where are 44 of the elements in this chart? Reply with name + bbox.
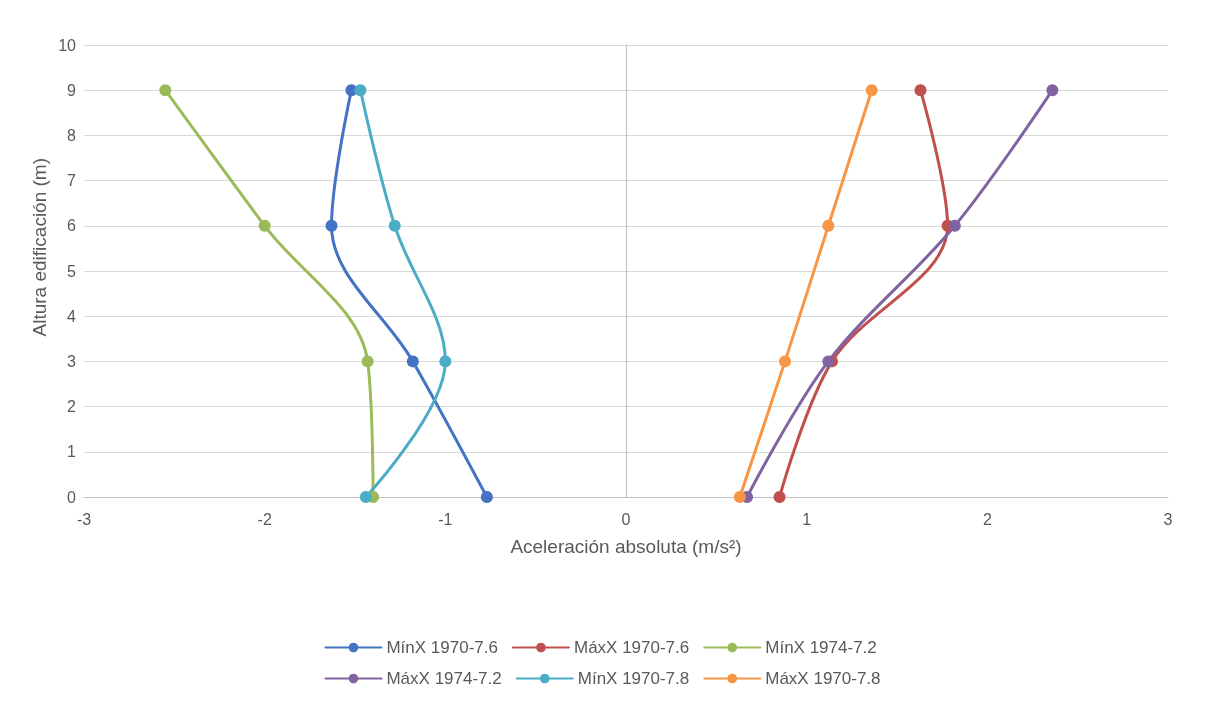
point (480, 491, 493, 503)
point (406, 355, 419, 368)
x-tick-label: -1 (438, 510, 453, 528)
y-tick-label: 6 (67, 217, 77, 235)
x-axis-title: Aceleración absoluta (m/s²) (510, 536, 742, 557)
y-axis-title: Altura edificación (m) (29, 158, 50, 337)
point (159, 84, 172, 97)
y-tick-label: 2 (67, 398, 77, 416)
point (439, 355, 452, 368)
legend-label: MáxX 1970-7.8 (765, 669, 881, 688)
point (773, 491, 786, 503)
point (914, 84, 927, 97)
point (361, 355, 374, 368)
y-tick-label: 0 (67, 488, 77, 506)
point (359, 491, 372, 503)
x-tick-label: 3 (1163, 510, 1173, 528)
y-tick-label: 1 (67, 443, 77, 461)
y-tick-label: 5 (67, 262, 77, 280)
y-tick-label: 8 (67, 126, 77, 144)
point (865, 84, 878, 97)
legend-label: MáxX 1974-7.2 (386, 669, 502, 688)
x-tick-label: 2 (982, 510, 992, 528)
legend-label: MínX 1970-7.6 (386, 638, 498, 657)
y-tick-label: 9 (67, 81, 77, 99)
x-tick-label: 0 (621, 510, 631, 528)
point (779, 355, 791, 368)
x-tick-label: 1 (802, 510, 812, 528)
x-tick-label: -2 (257, 510, 272, 528)
y-tick-label: 3 (67, 352, 77, 370)
legend-label: MáxX 1970-7.6 (573, 638, 690, 657)
legend-label: MínX 1970-7.8 (577, 669, 690, 688)
point (325, 219, 338, 232)
point (354, 84, 367, 97)
point (388, 219, 401, 232)
y-tick-label: 7 (67, 172, 77, 190)
point (822, 219, 835, 232)
y-tick-label: 10 (58, 36, 77, 54)
legend-label: MínX 1974-7.2 (765, 638, 877, 657)
point (1046, 84, 1059, 97)
point (258, 219, 271, 232)
x-tick-label: -3 (76, 510, 92, 528)
point (733, 491, 746, 503)
y-tick-label: 4 (67, 307, 77, 325)
point (948, 219, 961, 232)
